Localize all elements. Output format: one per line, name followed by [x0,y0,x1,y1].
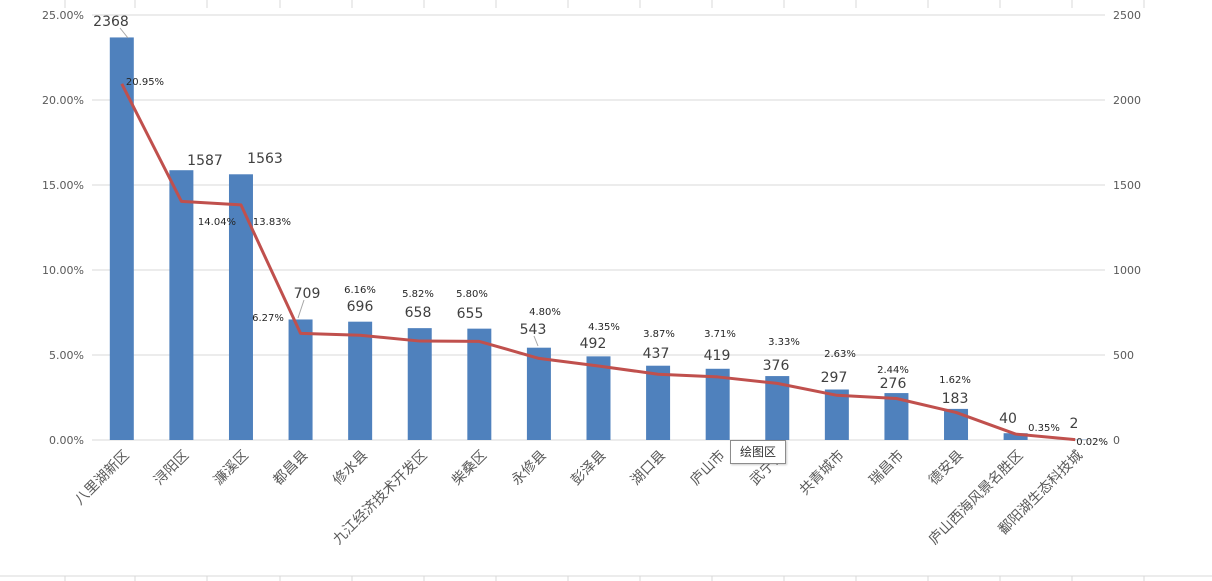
percentage-label: 4.80% [529,307,561,318]
right-axis-tick-label: 1500 [1113,179,1141,192]
left-axis-tick-label: 15.00% [42,179,84,192]
bar [407,328,432,440]
category-label: 共青城市 [796,447,848,499]
bar-value-label: 492 [580,336,607,352]
category-label: 浔阳区 [151,448,192,489]
bar-value-label: 2 [1070,416,1079,432]
percentage-label: 4.35% [588,322,620,333]
percentage-label: 20.95% [126,77,164,88]
bar-value-label: 40 [999,411,1017,427]
category-label: 柴桑区 [449,448,490,489]
percentage-label: 2.63% [824,349,856,360]
percentage-label: 5.80% [456,289,488,300]
percentage-label: 3.33% [768,337,800,348]
bar [765,376,790,440]
percentage-label: 0.02% [1076,437,1108,448]
bar [1003,433,1028,440]
left-axis-tick-label: 10.00% [42,264,84,277]
category-label: 都昌县 [270,448,311,489]
bar-value-label: 183 [942,391,969,407]
bar [109,37,134,440]
percentage-line [120,83,1076,442]
bar-value-label: 543 [520,322,547,338]
category-label: 湖口县 [628,448,669,489]
bar [228,174,253,441]
category-label: 彭泽县 [568,448,609,489]
bar-value-label: 709 [294,286,321,302]
category-label: 德安县 [926,448,967,489]
bar [348,321,373,440]
percentage-label: 3.87% [643,329,675,340]
bar [586,356,611,440]
category-label: 瑞昌市 [866,447,908,489]
left-axis-tick-label: 25.00% [42,9,84,22]
category-label: 庐山市 [687,447,729,489]
percentage-label: 0.35% [1028,423,1060,434]
leader-line [119,27,129,39]
left-axis-tick-label: 0.00% [49,434,84,447]
bar-value-label: 419 [704,348,731,364]
bar-value-label: 376 [763,358,790,374]
bar-value-label: 1563 [247,151,283,167]
percentage-label: 2.44% [877,365,909,376]
percentage-label: 13.83% [253,217,291,228]
bar-value-label: 1587 [187,153,223,169]
bar [467,328,492,440]
category-label: 濂溪区 [210,447,252,489]
bar [824,389,849,440]
percentage-label: 6.16% [344,285,376,296]
right-axis-tick-label: 2500 [1113,9,1141,22]
plot-area-tooltip: 绘图区 [730,440,786,464]
bar-value-label: 297 [821,370,848,386]
right-axis-tick-label: 500 [1113,349,1134,362]
bar-value-label: 2368 [93,14,129,30]
bar [288,319,313,440]
bar-value-label: 696 [347,299,374,315]
bar [646,365,671,440]
right-axis-tick-label: 0 [1113,434,1120,447]
bar-value-label: 437 [643,346,670,362]
right-axis-tick-label: 1000 [1113,264,1141,277]
percentage-label: 3.71% [704,329,736,340]
percentage-label: 14.04% [198,217,236,228]
bar [526,347,551,440]
leader-line [533,335,539,347]
bar [169,170,194,440]
percentage-label: 6.27% [252,313,284,324]
left-axis-tick-label: 5.00% [49,349,84,362]
bar-value-label: 655 [457,306,484,322]
bar-value-label: 276 [880,376,907,392]
percentage-label: 5.82% [402,289,434,300]
bar-value-label: 658 [405,305,432,321]
leader-line [297,299,305,319]
percentage-label: 1.62% [939,375,971,386]
category-label: 修水县 [330,448,371,489]
bar [705,368,730,440]
left-axis-tick-label: 20.00% [42,94,84,107]
category-label: 八里湖新区 [72,448,133,509]
right-axis-tick-label: 2000 [1113,94,1141,107]
category-label: 永修县 [509,448,550,489]
